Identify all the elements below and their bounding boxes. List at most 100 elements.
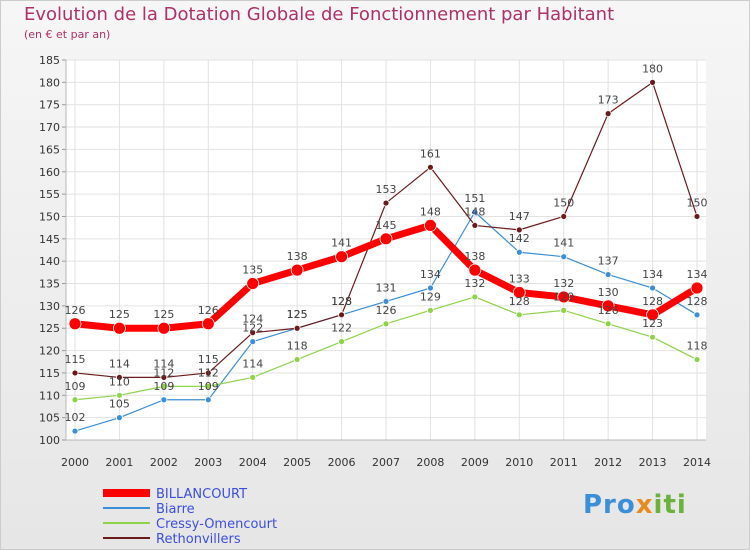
y-tick-label: 180 xyxy=(39,76,60,89)
data-label: 125 xyxy=(287,308,308,321)
legend-label: Biarre xyxy=(156,502,195,517)
data-label: 173 xyxy=(598,94,619,107)
data-label: 128 xyxy=(509,295,530,308)
data-label: 138 xyxy=(464,250,485,263)
data-label: 126 xyxy=(598,304,619,317)
data-point xyxy=(160,396,168,404)
data-point xyxy=(201,317,215,331)
y-tick-label: 135 xyxy=(39,278,60,291)
legend-label: BILLANCOURT xyxy=(156,487,247,502)
data-point xyxy=(68,317,82,331)
data-label: 151 xyxy=(464,192,485,205)
data-label: 115 xyxy=(198,353,219,366)
data-label: 126 xyxy=(65,304,86,317)
data-point xyxy=(113,321,126,335)
data-point xyxy=(204,382,212,390)
y-tick-label: 120 xyxy=(39,345,60,358)
data-label: 137 xyxy=(598,255,619,268)
y-tick-label: 150 xyxy=(39,210,60,223)
data-point xyxy=(204,396,212,404)
x-tick-label: 2001 xyxy=(105,456,133,469)
data-label: 134 xyxy=(687,268,708,281)
data-label: 148 xyxy=(420,205,441,218)
data-label: 114 xyxy=(109,357,130,370)
data-point xyxy=(335,250,348,264)
data-point xyxy=(471,208,479,216)
data-point xyxy=(649,78,656,86)
data-label: 141 xyxy=(553,237,574,250)
data-point xyxy=(693,311,701,319)
y-tick-label: 140 xyxy=(39,255,60,268)
data-point xyxy=(246,277,260,290)
y-tick-label: 175 xyxy=(39,99,60,112)
x-tick-label: 2011 xyxy=(550,456,578,469)
data-label: 128 xyxy=(642,295,663,308)
data-point xyxy=(293,356,301,363)
data-point xyxy=(690,281,704,295)
x-tick-label: 2013 xyxy=(639,456,667,469)
x-tick-label: 2008 xyxy=(416,456,444,469)
data-label: 128 xyxy=(331,295,352,308)
data-label: 123 xyxy=(642,317,663,330)
data-label: 145 xyxy=(376,219,397,232)
y-tick-label: 145 xyxy=(39,233,60,246)
data-label: 138 xyxy=(287,250,308,263)
data-label: 112 xyxy=(198,366,219,379)
data-label: 133 xyxy=(509,272,530,285)
data-point xyxy=(649,284,656,292)
data-label: 134 xyxy=(420,268,441,281)
data-point xyxy=(338,311,345,319)
data-point xyxy=(249,338,257,346)
data-point xyxy=(560,213,568,220)
x-tick-label: 2012 xyxy=(594,456,622,469)
data-label: 114 xyxy=(153,357,174,370)
data-point xyxy=(427,163,434,171)
data-label: 112 xyxy=(153,366,174,379)
data-label: 122 xyxy=(242,322,263,335)
data-point xyxy=(604,271,612,278)
data-label: 128 xyxy=(331,295,352,308)
data-point xyxy=(560,253,568,261)
data-label: 129 xyxy=(420,290,441,303)
x-tick-label: 2014 xyxy=(683,456,711,469)
data-label: 161 xyxy=(420,147,441,160)
data-point xyxy=(249,329,257,337)
data-point xyxy=(601,299,615,313)
y-tick-label: 110 xyxy=(39,389,60,402)
data-point xyxy=(427,306,434,314)
data-point xyxy=(71,369,79,377)
data-point xyxy=(604,110,612,118)
chart-title: Evolution de la Dotation Globale de Fonc… xyxy=(24,4,615,25)
y-tick-label: 160 xyxy=(39,166,60,179)
y-tick-label: 125 xyxy=(39,322,60,335)
data-point xyxy=(116,374,123,381)
data-label: 122 xyxy=(331,322,352,335)
data-point xyxy=(604,320,612,328)
x-tick-label: 2006 xyxy=(328,456,356,469)
data-label: 125 xyxy=(153,308,174,321)
data-label: 114 xyxy=(242,357,263,370)
data-label: 118 xyxy=(687,340,708,353)
x-tick-label: 2003 xyxy=(194,456,222,469)
data-point xyxy=(338,338,345,346)
data-label: 141 xyxy=(331,237,352,250)
data-label: 110 xyxy=(109,375,130,388)
data-label: 118 xyxy=(287,340,308,353)
data-point xyxy=(379,232,393,246)
data-point xyxy=(471,222,479,229)
x-tick-label: 2002 xyxy=(150,456,178,469)
data-label: 147 xyxy=(509,210,530,223)
data-label: 102 xyxy=(65,411,86,424)
data-point xyxy=(157,321,171,335)
data-label: 148 xyxy=(464,205,485,218)
x-tick-label: 2010 xyxy=(505,456,533,469)
data-point xyxy=(116,391,123,399)
x-tick-label: 2007 xyxy=(372,456,400,469)
data-label: 126 xyxy=(198,304,219,317)
data-label: 180 xyxy=(642,62,663,75)
legend-label: Cressy-Omencourt xyxy=(156,517,277,532)
data-label: 150 xyxy=(687,196,708,209)
data-point xyxy=(649,333,656,341)
data-point xyxy=(116,414,123,422)
